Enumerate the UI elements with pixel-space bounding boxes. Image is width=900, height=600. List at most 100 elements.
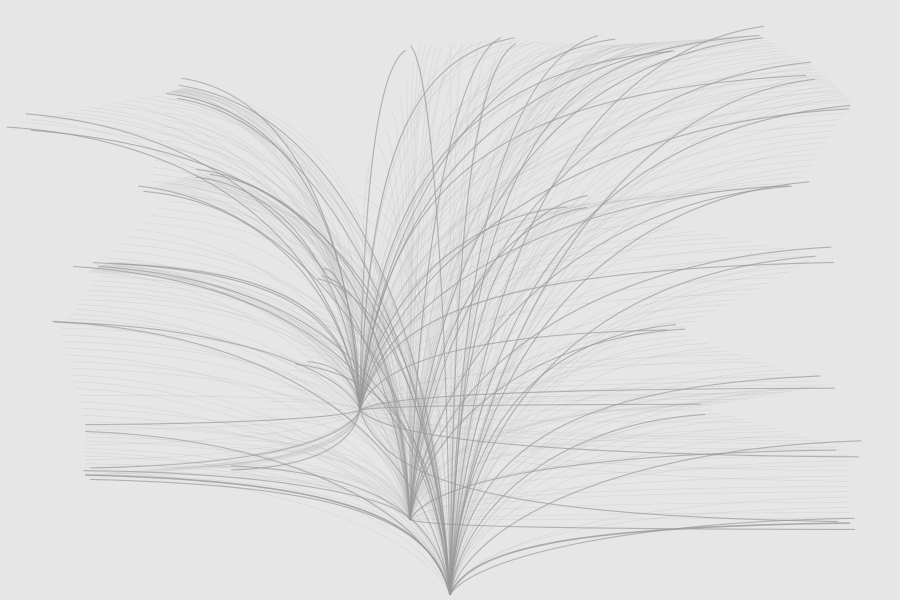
faint-strand xyxy=(359,50,786,411)
faint-strand xyxy=(409,37,727,521)
faint-strand xyxy=(449,230,698,596)
faint-strand xyxy=(173,409,361,468)
faint-strand xyxy=(183,87,361,411)
faint-strand xyxy=(449,346,719,596)
strand xyxy=(449,413,706,596)
faint-strand xyxy=(356,194,451,596)
faint-strand xyxy=(91,270,411,521)
strand xyxy=(295,363,451,596)
faint-strand xyxy=(359,61,803,411)
strand xyxy=(359,387,835,411)
faint-strand xyxy=(84,421,411,521)
strand xyxy=(359,50,675,411)
faint-strand xyxy=(359,113,845,411)
faint-strand xyxy=(449,365,774,596)
strand xyxy=(115,263,361,411)
strand xyxy=(30,129,451,596)
faint-strand xyxy=(167,91,361,411)
faint-strand xyxy=(84,294,361,411)
faint-strand xyxy=(449,282,769,596)
faint-strand xyxy=(63,322,451,596)
faint-strand xyxy=(166,98,361,411)
faint-strand xyxy=(99,275,361,411)
faint-strand xyxy=(409,185,767,521)
strand xyxy=(409,61,812,521)
faint-strand xyxy=(202,409,361,466)
faint-strand xyxy=(164,112,361,411)
faint-strand xyxy=(359,222,663,411)
strand xyxy=(449,440,862,596)
faint-strand xyxy=(359,395,766,411)
faint-strand xyxy=(70,367,411,521)
strand xyxy=(409,37,763,521)
faint-strand xyxy=(238,439,411,521)
faint-strand xyxy=(67,354,411,521)
faint-strand xyxy=(19,121,451,596)
faint-strand xyxy=(84,448,451,596)
strand xyxy=(449,522,851,596)
strand xyxy=(409,519,855,530)
faint-strand xyxy=(84,409,361,468)
strand xyxy=(449,42,517,596)
faint-strand xyxy=(409,252,803,521)
faint-strand xyxy=(359,354,741,411)
faint-strand xyxy=(409,190,719,521)
faint-strand xyxy=(409,389,802,521)
strand xyxy=(359,185,790,411)
strand xyxy=(196,168,411,521)
faint-strand xyxy=(359,195,671,411)
faint-strand xyxy=(449,339,697,596)
strand xyxy=(90,409,361,469)
faint-strand xyxy=(409,215,628,521)
faint-strand xyxy=(449,434,796,596)
faint-strand xyxy=(359,409,817,442)
faint-strand xyxy=(359,34,761,411)
faint-strand xyxy=(61,334,451,596)
faint-strand xyxy=(65,347,411,521)
faint-strand xyxy=(449,44,618,596)
faint-strand xyxy=(409,44,421,521)
faint-strand xyxy=(63,341,411,521)
faint-strand xyxy=(377,144,411,521)
faint-strand xyxy=(68,361,411,521)
strand xyxy=(359,74,807,411)
faint-strand xyxy=(359,40,499,411)
strand xyxy=(409,449,837,521)
strand xyxy=(195,176,361,411)
faint-strand xyxy=(249,424,411,521)
faint-strand xyxy=(409,309,717,521)
faint-strand xyxy=(143,409,361,471)
faint-strand xyxy=(359,43,581,411)
faint-strand xyxy=(288,370,361,411)
faint-strand xyxy=(359,248,786,411)
faint-strand xyxy=(449,211,611,596)
faint-strand xyxy=(81,408,451,596)
faint-strand xyxy=(449,219,646,596)
faint-strand xyxy=(74,308,411,521)
faint-strand xyxy=(70,313,451,596)
strand xyxy=(54,321,361,411)
strand xyxy=(359,108,850,411)
faint-strand xyxy=(221,409,361,464)
faint-strand xyxy=(158,139,361,411)
faint-strand xyxy=(84,436,411,521)
faint-strand xyxy=(260,408,361,411)
strand xyxy=(84,474,451,596)
faint-strand xyxy=(409,465,849,521)
faint-strand xyxy=(449,415,734,596)
faint-strand xyxy=(359,75,825,411)
faint-strand xyxy=(409,512,850,521)
faint-strand xyxy=(180,88,361,411)
faint-strand xyxy=(277,385,411,521)
faint-strand xyxy=(449,204,576,596)
faint-strand xyxy=(409,43,445,521)
faint-strand xyxy=(359,409,828,445)
strand xyxy=(98,265,451,596)
faint-strand xyxy=(449,88,839,596)
strand xyxy=(359,37,516,411)
faint-strand xyxy=(182,466,411,521)
faint-strand xyxy=(409,373,796,521)
faint-strand xyxy=(359,409,849,472)
faint-strand xyxy=(106,266,411,521)
